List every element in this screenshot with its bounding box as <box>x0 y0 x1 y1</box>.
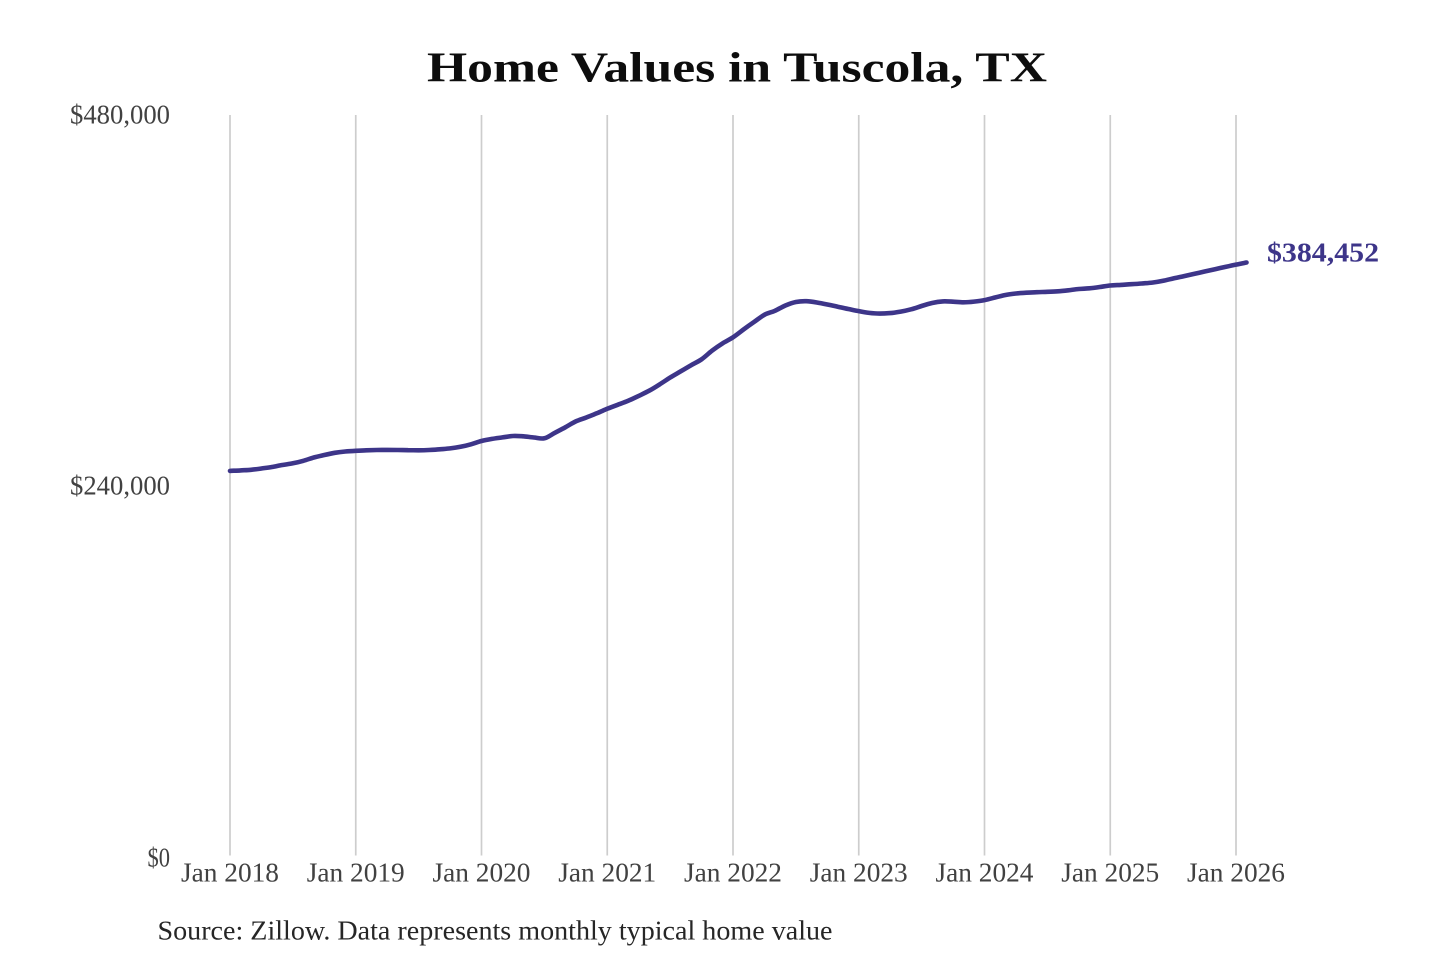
svg-text:Home Values in Tuscola, TX: Home Values in Tuscola, TX <box>427 46 1047 92</box>
svg-text:Jan 2025: Jan 2025 <box>1061 857 1159 888</box>
svg-text:$480,000: $480,000 <box>70 99 170 130</box>
svg-text:Jan 2024: Jan 2024 <box>936 857 1034 888</box>
svg-text:Jan 2022: Jan 2022 <box>684 857 782 888</box>
svg-text:Jan 2021: Jan 2021 <box>558 857 656 888</box>
svg-text:$0: $0 <box>148 842 171 873</box>
svg-text:Source: Zillow. Data represent: Source: Zillow. Data represents monthly … <box>158 914 833 945</box>
svg-text:$240,000: $240,000 <box>70 470 170 501</box>
svg-text:Jan 2018: Jan 2018 <box>181 857 279 888</box>
svg-text:Jan 2023: Jan 2023 <box>810 857 908 888</box>
svg-text:Jan 2026: Jan 2026 <box>1187 857 1285 888</box>
svg-text:Jan 2019: Jan 2019 <box>307 857 405 888</box>
svg-text:$384,452: $384,452 <box>1267 238 1379 268</box>
svg-text:Jan 2020: Jan 2020 <box>433 857 531 888</box>
